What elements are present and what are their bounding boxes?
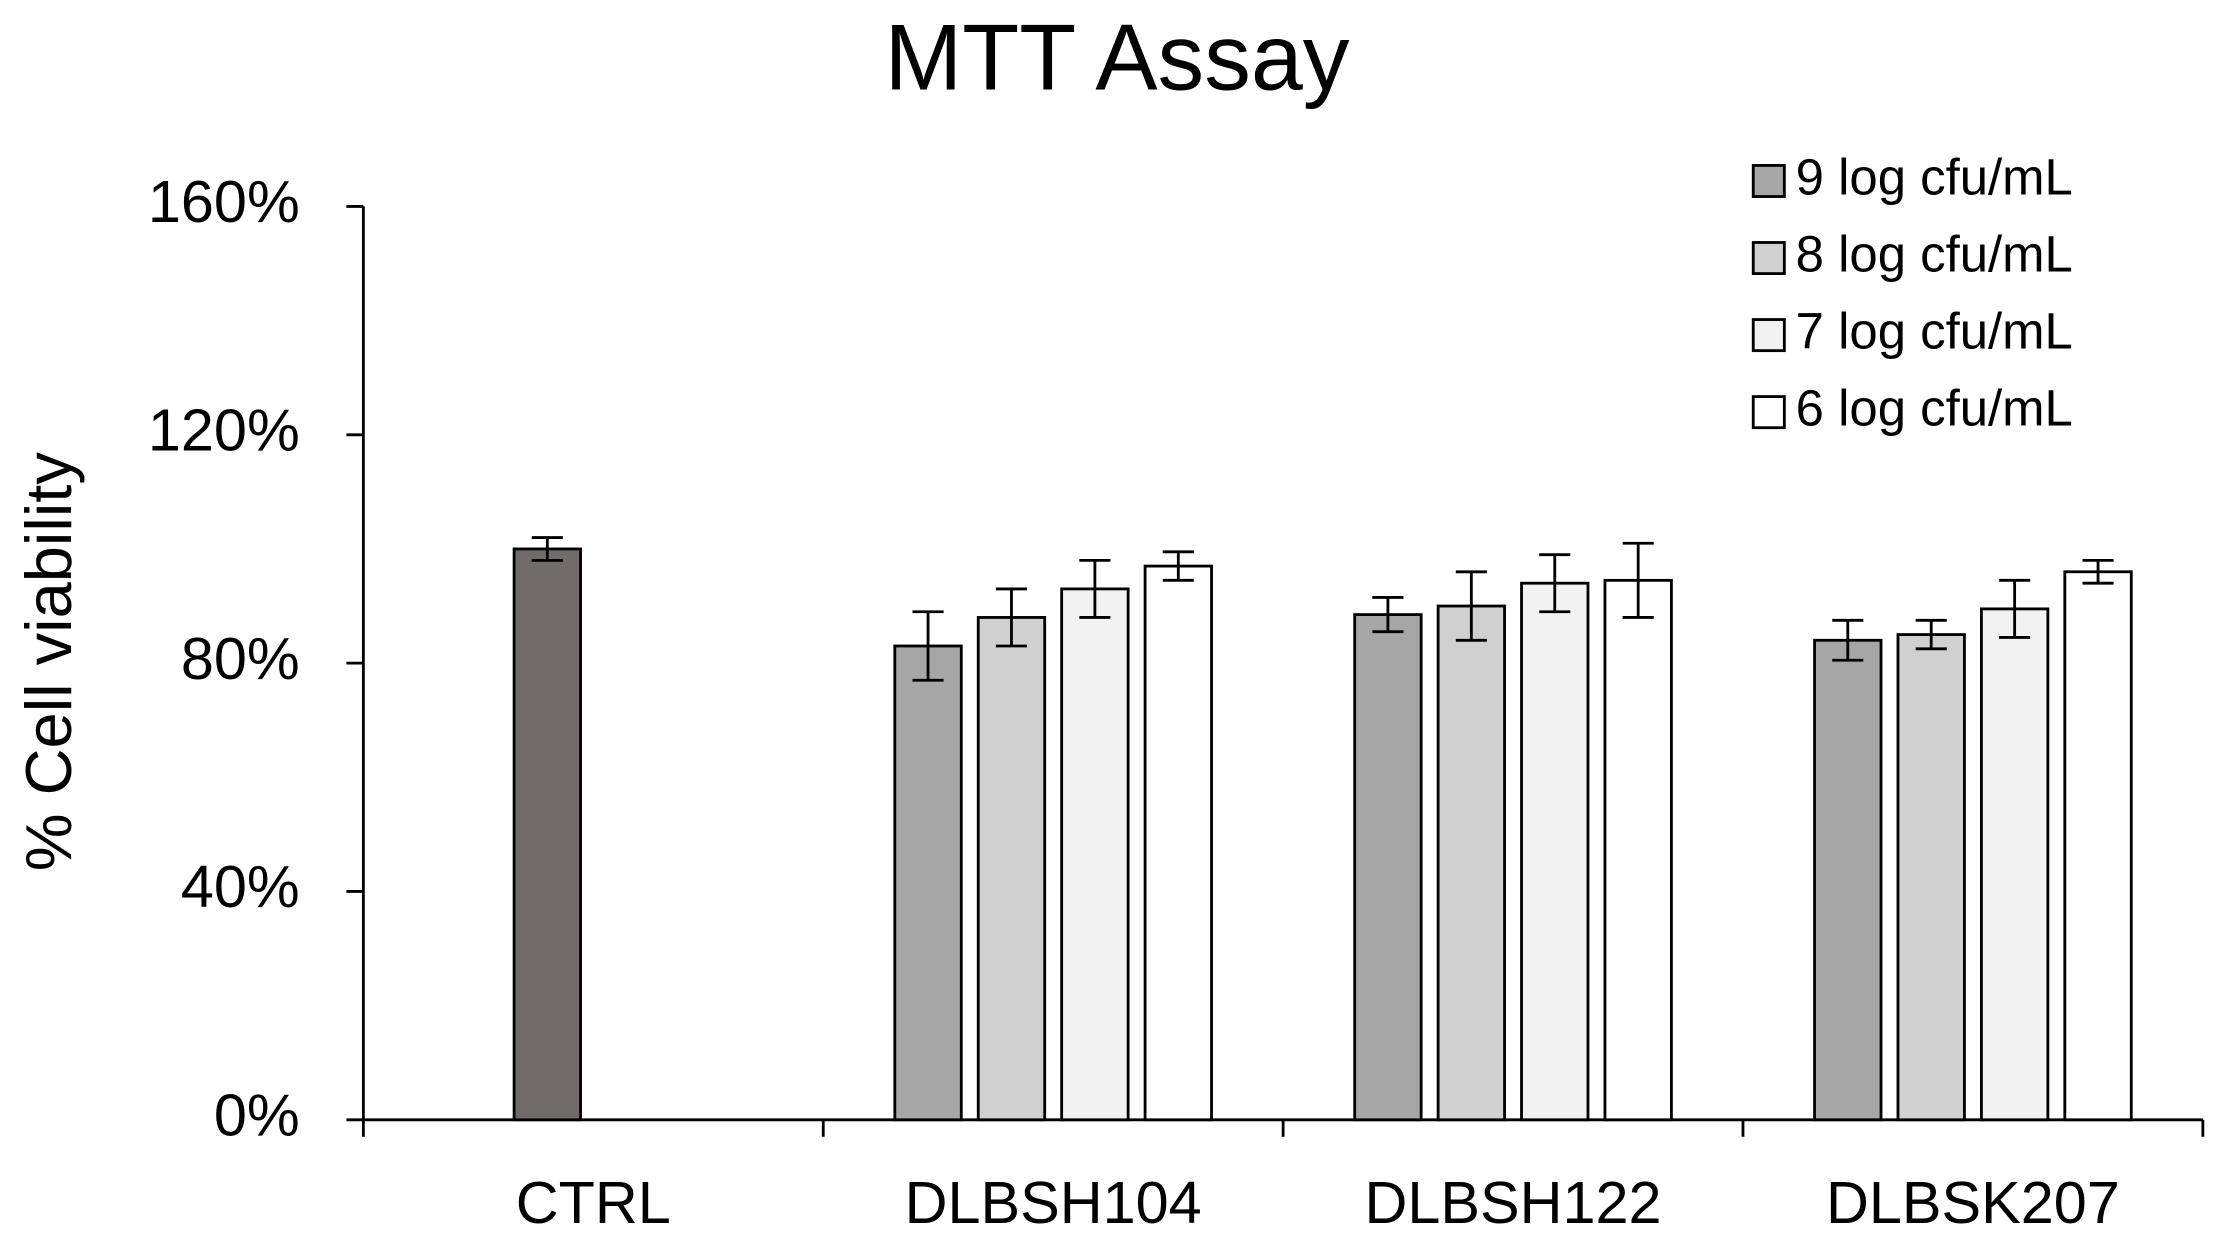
chart-title: MTT Assay (885, 6, 1350, 110)
y-tick-label: 120% (148, 396, 300, 463)
bar (1813, 638, 1883, 1122)
y-tick-label: 40% (181, 853, 300, 920)
legend-swatch (1751, 318, 1786, 353)
x-tick-label: DLBSH122 (1365, 1169, 1662, 1236)
x-tick-label: DLBSH104 (905, 1169, 1202, 1236)
bar (893, 644, 963, 1122)
bar (1060, 587, 1130, 1122)
y-axis-label: % Cell viability (12, 452, 85, 872)
y-tick-label: 0% (214, 1081, 300, 1148)
y-tick-label: 80% (181, 625, 300, 692)
legend-swatch (1751, 395, 1786, 430)
legend-swatch (1751, 164, 1786, 198)
x-tick-label: CTRL (516, 1169, 671, 1236)
legend-label: 9 log cfu/mL (1796, 148, 2073, 205)
x-tick-label: DLBSK207 (1826, 1169, 2120, 1236)
bar (1979, 607, 2050, 1122)
bar (1603, 578, 1673, 1122)
bar (1353, 613, 1423, 1122)
legend-label: 8 log cfu/mL (1796, 225, 2073, 282)
bar (2063, 570, 2133, 1122)
bar (1896, 633, 1966, 1122)
plot-root: MTT Assay % Cell viability 0% 40% 80% 120% 1… (12, 6, 2205, 1236)
bar (512, 547, 582, 1122)
legend-label: 6 log cfu/mL (1796, 380, 2073, 437)
bar (1436, 604, 1506, 1122)
y-tick-label: 160% (148, 168, 300, 235)
bar (1143, 564, 1213, 1122)
bar (1520, 581, 1590, 1122)
legend-swatch (1751, 241, 1786, 276)
bar (976, 616, 1047, 1122)
legend-label: 7 log cfu/mL (1796, 303, 2073, 360)
